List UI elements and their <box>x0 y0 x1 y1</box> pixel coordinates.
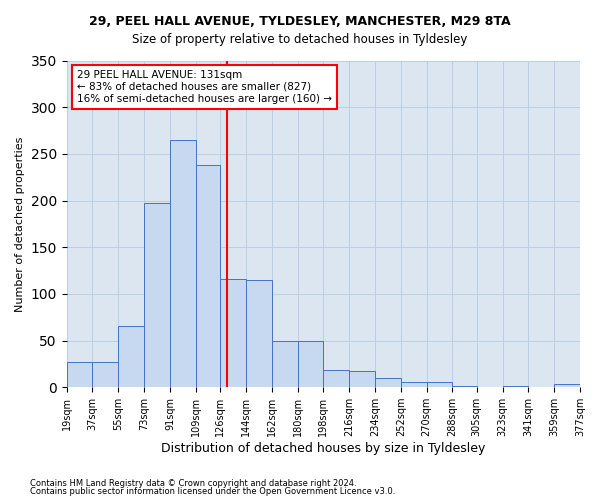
Bar <box>554 384 580 387</box>
Bar <box>92 362 118 387</box>
Bar <box>452 386 477 387</box>
Text: Contains public sector information licensed under the Open Government Licence v3: Contains public sector information licen… <box>30 487 395 496</box>
Bar <box>349 372 375 387</box>
Bar <box>246 280 272 387</box>
Bar <box>67 362 92 387</box>
Bar <box>220 279 246 387</box>
Bar <box>118 326 144 387</box>
Bar <box>375 378 401 387</box>
Y-axis label: Number of detached properties: Number of detached properties <box>15 136 25 312</box>
Bar <box>272 340 298 387</box>
Bar <box>401 382 427 387</box>
Text: 29, PEEL HALL AVENUE, TYLDESLEY, MANCHESTER, M29 8TA: 29, PEEL HALL AVENUE, TYLDESLEY, MANCHES… <box>89 15 511 28</box>
X-axis label: Distribution of detached houses by size in Tyldesley: Distribution of detached houses by size … <box>161 442 485 455</box>
Bar <box>144 204 170 387</box>
Text: 29 PEEL HALL AVENUE: 131sqm
← 83% of detached houses are smaller (827)
16% of se: 29 PEEL HALL AVENUE: 131sqm ← 83% of det… <box>77 70 332 104</box>
Bar <box>170 140 196 387</box>
Text: Contains HM Land Registry data © Crown copyright and database right 2024.: Contains HM Land Registry data © Crown c… <box>30 478 356 488</box>
Bar <box>427 382 452 387</box>
Bar <box>298 340 323 387</box>
Text: Size of property relative to detached houses in Tyldesley: Size of property relative to detached ho… <box>133 32 467 46</box>
Bar <box>503 386 529 387</box>
Bar <box>323 370 349 387</box>
Bar <box>196 165 220 387</box>
